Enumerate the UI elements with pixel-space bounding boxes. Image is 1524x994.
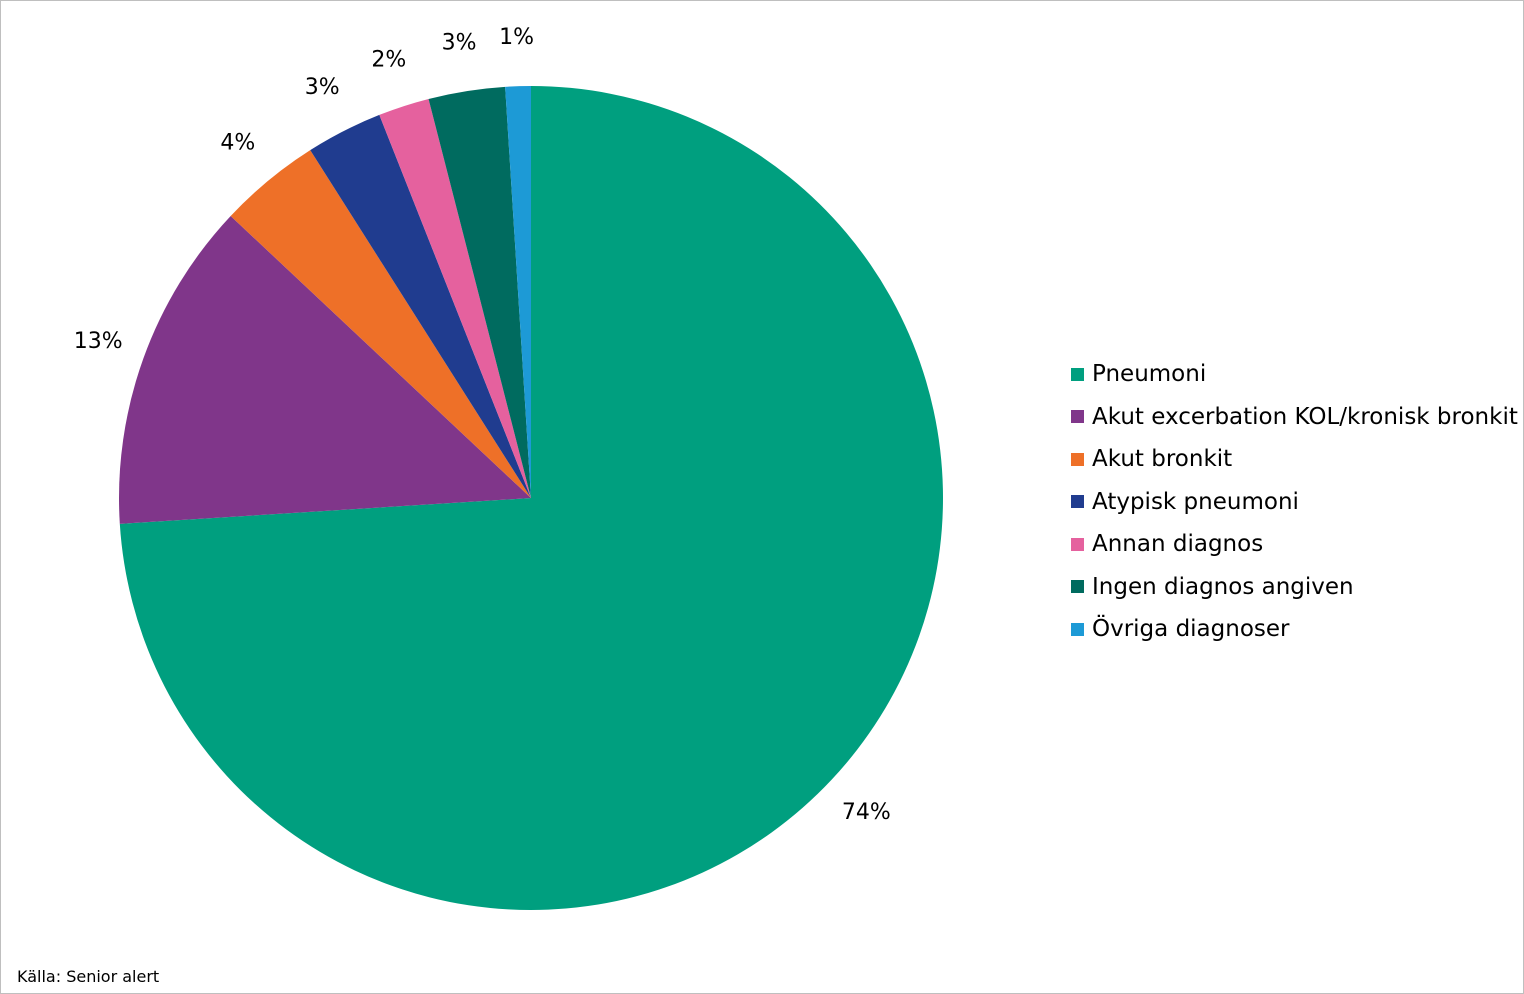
- data-label-1: 74%: [842, 800, 891, 825]
- legend-label: Övriga diagnoser: [1092, 616, 1290, 643]
- pie-slice-5: [379, 98, 531, 499]
- pie-slice-2: [118, 215, 531, 524]
- legend-label: Pneumoni: [1092, 361, 1207, 388]
- legend-swatch: [1071, 452, 1084, 466]
- legend-swatch: [1071, 580, 1084, 594]
- legend: Pneumoni Akut excerbation KOL/kronisk bro…: [1071, 353, 1518, 651]
- legend-swatch: [1071, 495, 1084, 509]
- legend-label: Akut bronkit: [1092, 446, 1233, 473]
- data-label-2: 13%: [74, 329, 123, 354]
- legend-swatch: [1071, 367, 1084, 381]
- legend-label: Ingen diagnos angiven: [1092, 573, 1354, 600]
- data-label-6: 3%: [442, 31, 477, 56]
- data-label-5: 2%: [371, 48, 406, 73]
- pie-slice-6: [428, 86, 531, 498]
- legend-item: Ingen diagnos angiven: [1071, 566, 1518, 609]
- legend-label: Atypisk pneumoni: [1092, 488, 1299, 515]
- legend-swatch: [1071, 537, 1084, 551]
- pie-slice-4: [310, 114, 531, 498]
- legend-item: Akut bronkit: [1071, 438, 1518, 481]
- legend-item: Akut excerbation KOL/kronisk bronkit: [1071, 396, 1518, 439]
- legend-label: Akut excerbation KOL/kronisk bronkit: [1092, 403, 1518, 430]
- source-note: Källa: Senior alert: [17, 967, 160, 986]
- legend-item: Pneumoni: [1071, 353, 1518, 396]
- legend-item: Annan diagnos: [1071, 523, 1518, 566]
- legend-swatch: [1071, 622, 1084, 636]
- pie-slice-3: [230, 150, 532, 498]
- data-label-7: 1%: [499, 25, 534, 50]
- legend-swatch: [1071, 410, 1084, 424]
- pie-slice-7: [505, 86, 531, 498]
- legend-label: Annan diagnos: [1092, 531, 1264, 558]
- data-label-3: 4%: [220, 131, 255, 156]
- legend-item: Atypisk pneumoni: [1071, 481, 1518, 524]
- legend-item: Övriga diagnoser: [1071, 608, 1518, 651]
- data-label-4: 3%: [305, 75, 340, 100]
- pie-slice-1: [119, 86, 943, 910]
